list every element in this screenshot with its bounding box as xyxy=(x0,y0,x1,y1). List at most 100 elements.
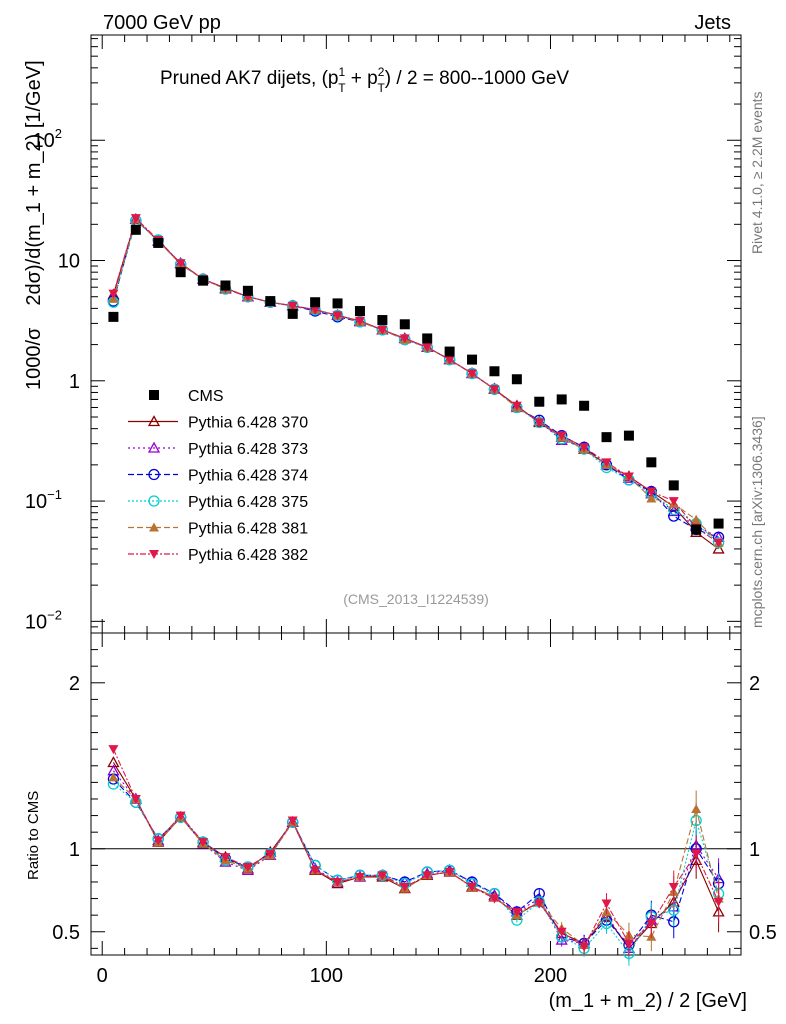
ratio-point xyxy=(175,811,186,821)
series-point xyxy=(556,431,567,441)
ratio-y-axis-label: Ratio to CMS xyxy=(25,791,42,880)
ratio-point xyxy=(242,863,253,873)
chart-title: Pruned AK7 dijets, (p1 T + p2 T) / 2 = 800… xyxy=(160,65,569,95)
cms-data-point xyxy=(467,354,478,365)
legend-label: Pythia 6.428 370 xyxy=(188,415,308,432)
ratio-point xyxy=(601,899,612,909)
cms-data-point xyxy=(399,319,410,330)
series-point xyxy=(489,385,500,395)
ratio-series-line xyxy=(113,783,720,955)
ratio-series-line xyxy=(112,762,720,950)
ratio-point xyxy=(153,836,164,846)
y-axis-label-b: 2dσ)/d(m_1 + m_2) [1/GeV] xyxy=(23,60,45,305)
cms-data-point xyxy=(220,280,231,291)
ratio-point xyxy=(511,907,522,917)
legend-marker xyxy=(149,550,159,559)
ratio-point xyxy=(422,871,433,881)
x-tick-label: 0 xyxy=(97,965,108,987)
rivet-version-label: Rivet 4.1.0, ≥ 2.2M events xyxy=(749,91,765,254)
ratio-point xyxy=(623,939,634,949)
ratio-point xyxy=(713,897,724,907)
y-tick-label: 1 xyxy=(69,371,80,393)
title-prefix: Pruned AK7 dijets, (p xyxy=(160,68,339,89)
ratio-series-line xyxy=(112,770,720,950)
series-point xyxy=(108,289,119,299)
ratio-point xyxy=(108,772,119,782)
series-line xyxy=(112,217,719,544)
cms-data-point xyxy=(579,400,590,411)
ratio-point xyxy=(668,882,679,892)
series-point xyxy=(399,334,410,344)
series-point xyxy=(646,493,657,503)
analysis-watermark: (CMS_2013_I1224539) xyxy=(343,591,489,607)
y-tick-label: 10−1 xyxy=(25,487,62,513)
ratio-point xyxy=(310,866,321,876)
ratio-point xyxy=(691,803,702,813)
x-tick-label: 200 xyxy=(534,965,567,987)
ratio-point xyxy=(489,894,500,904)
cms-data-point xyxy=(242,285,253,296)
header-process-label: Jets xyxy=(694,12,731,34)
ratio-point xyxy=(579,942,590,952)
legend-cms-label: CMS xyxy=(188,388,224,405)
y-tick-label: 10 xyxy=(58,251,80,273)
legend-label: Pythia 6.428 381 xyxy=(188,521,308,538)
ratio-point xyxy=(108,745,119,755)
ratio-point xyxy=(220,853,231,863)
series-point xyxy=(422,343,433,353)
series-point xyxy=(601,458,612,468)
cms-data-point xyxy=(646,457,657,468)
cms-data-point xyxy=(265,296,276,307)
ratio-series-line xyxy=(113,777,720,946)
ratio-y-tick-label-right: 0.5 xyxy=(749,922,777,944)
title-plus: + p xyxy=(346,68,378,89)
main-axis-ticks: 10−2 10−1 1 10 102 xyxy=(25,35,741,634)
ratio-point xyxy=(287,816,298,826)
series-point xyxy=(310,305,321,315)
ratio-y-tick-label: 2 xyxy=(69,673,80,695)
legend-marker xyxy=(147,415,161,427)
ratio-point xyxy=(399,882,410,892)
legend-marker xyxy=(147,441,161,453)
cms-data-point xyxy=(556,394,567,405)
series-point xyxy=(691,514,702,524)
cms-data-point xyxy=(108,311,119,322)
series-line xyxy=(112,219,719,538)
series-point xyxy=(287,301,298,311)
cms-data-point xyxy=(130,224,141,235)
series-line xyxy=(112,218,719,538)
title-suffix: ) / 2 = 800--1000 GeV xyxy=(385,68,570,89)
title-sub1: T xyxy=(338,81,346,95)
legend-label: Pythia 6.428 382 xyxy=(188,547,308,564)
cms-data-point xyxy=(668,480,679,491)
title-sup1: 1 xyxy=(339,65,346,79)
ratio-point xyxy=(691,849,702,859)
series-point xyxy=(377,325,388,335)
legend-label: Pythia 6.428 375 xyxy=(188,494,308,511)
series-point xyxy=(354,316,365,326)
ratio-point xyxy=(130,794,141,804)
y-axis-label: 1000/σ 2dσ)/d(m_1 + m_2) [1/GeV] xyxy=(23,60,45,390)
main-plot-frame xyxy=(90,34,742,634)
cms-data-point xyxy=(713,518,724,529)
ratio-point xyxy=(556,927,567,937)
series-point xyxy=(175,259,186,269)
ratio-point xyxy=(555,933,568,945)
mcplots-source-label: mcplots.cern.ch [arXiv:1306.3436] xyxy=(749,416,765,628)
series-point xyxy=(511,401,522,411)
cms-data-point xyxy=(444,346,455,357)
cms-data-point xyxy=(422,333,433,344)
ratio-point xyxy=(467,882,478,892)
ratio-y-tick-label-right: 1 xyxy=(749,839,760,861)
series-point xyxy=(712,542,725,554)
ratio-point xyxy=(265,849,276,859)
x-tick-label: 100 xyxy=(310,965,343,987)
legend-marker xyxy=(148,468,160,481)
ratio-point xyxy=(646,919,657,929)
cms-data-point xyxy=(377,315,388,326)
series-point xyxy=(623,472,634,482)
ratio-series-line xyxy=(113,778,720,946)
legend: CMS Pythia 6.428 370 Pythia 6.428 373 Pythi… xyxy=(128,388,308,564)
y-tick-label: 10−2 xyxy=(25,607,62,633)
